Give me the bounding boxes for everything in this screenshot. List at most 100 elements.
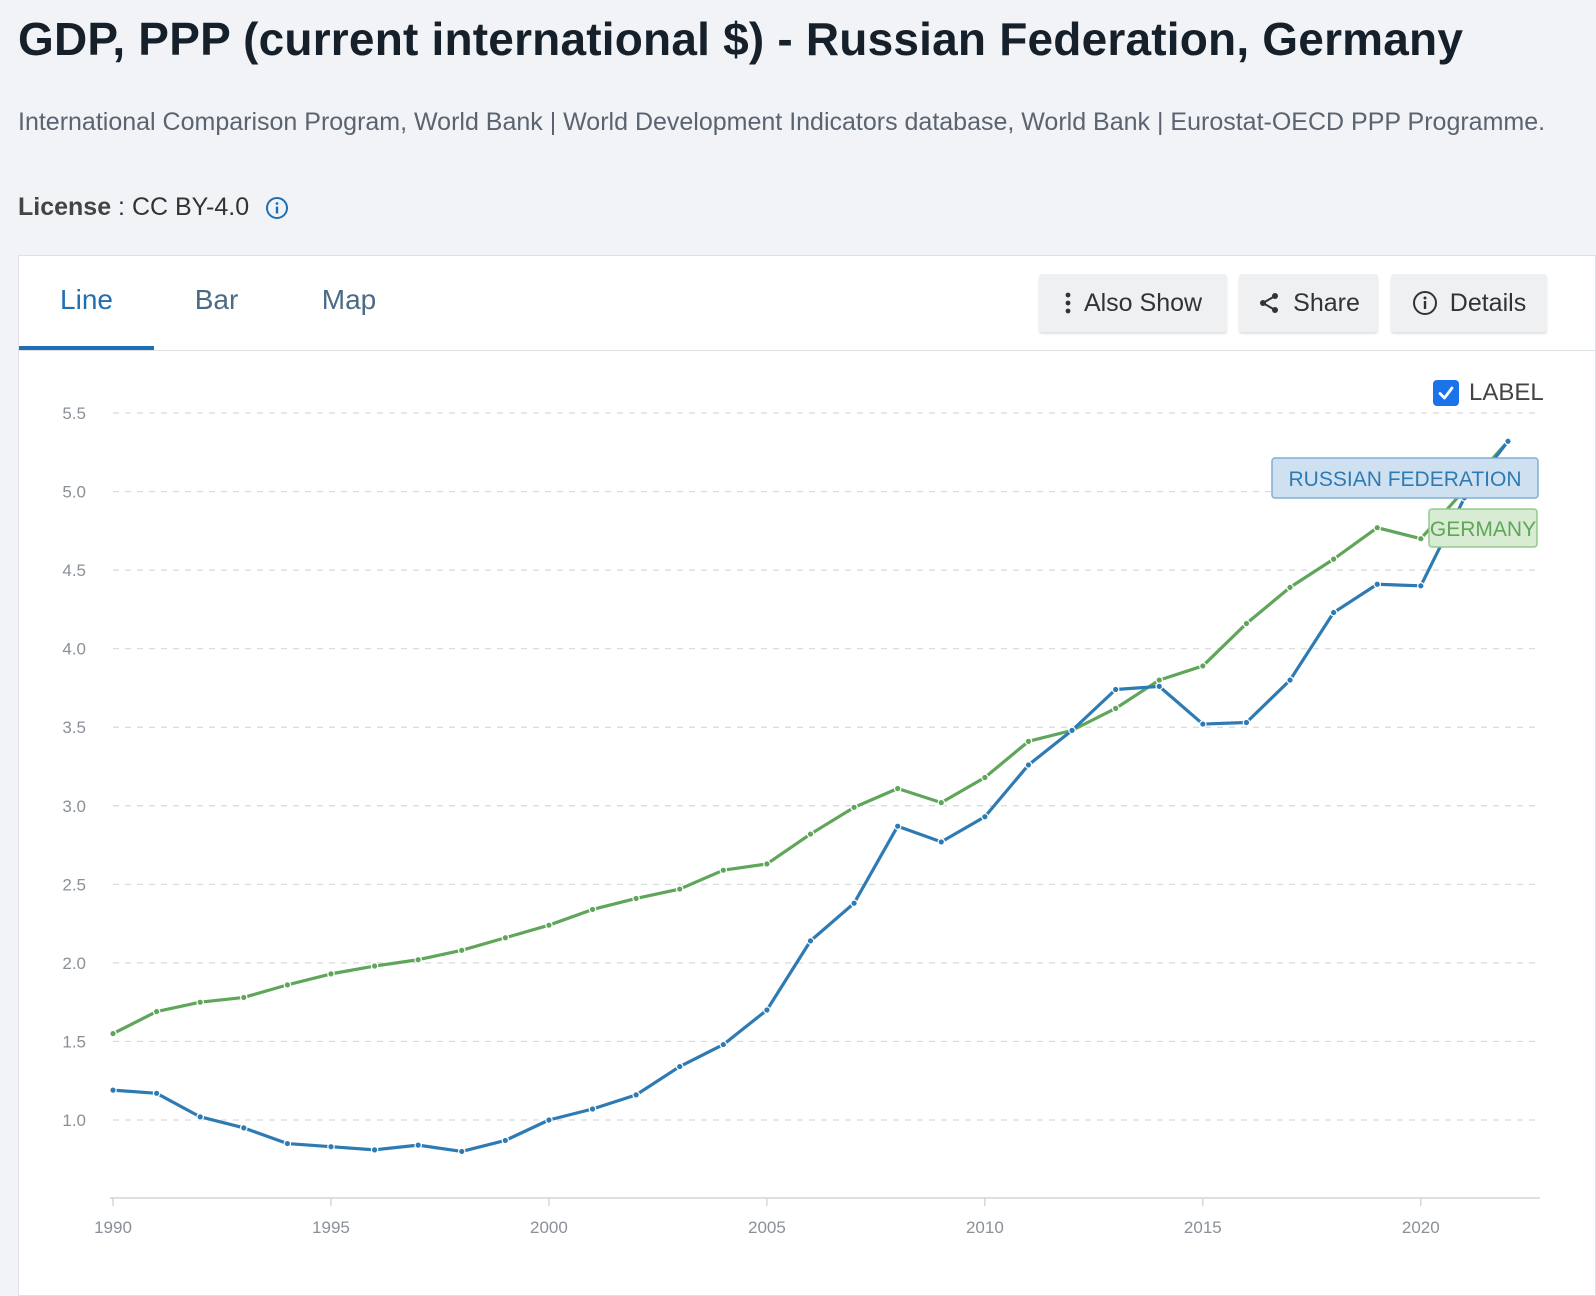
data-point[interactable] — [109, 1029, 117, 1038]
chart-panel: Line Bar Map Also Show Share Details — [18, 255, 1596, 1296]
data-point[interactable] — [1024, 761, 1033, 769]
data-point[interactable] — [1329, 555, 1338, 563]
data-point[interactable] — [675, 885, 684, 893]
data-point[interactable] — [806, 830, 815, 838]
data-point[interactable] — [1242, 718, 1251, 727]
share-button[interactable]: Share — [1239, 274, 1378, 332]
data-point[interactable] — [981, 812, 989, 821]
data-point[interactable] — [1286, 676, 1294, 684]
license-label: License — [18, 193, 112, 221]
data-point[interactable] — [545, 921, 553, 929]
data-point[interactable] — [1199, 720, 1207, 728]
data-point[interactable] — [501, 933, 510, 942]
info-icon[interactable] — [265, 196, 289, 220]
details-label: Details — [1449, 288, 1527, 317]
page-title: GDP, PPP (current international $) - Rus… — [18, 13, 1464, 65]
data-point[interactable] — [1286, 583, 1294, 592]
tab-bar: Line Bar Map Also Show Share Details — [19, 256, 1595, 351]
data-point[interactable] — [763, 860, 771, 868]
data-point[interactable] — [719, 866, 728, 874]
data-point[interactable] — [1504, 437, 1512, 446]
data-point[interactable] — [196, 1113, 204, 1121]
data-point[interactable] — [283, 981, 292, 989]
data-point[interactable] — [981, 773, 989, 782]
x-tick-label: 1995 — [312, 1218, 350, 1237]
data-point[interactable] — [893, 784, 902, 793]
data-point[interactable] — [763, 1006, 771, 1014]
info-circle-icon — [1412, 291, 1437, 315]
data-point[interactable] — [675, 1062, 684, 1071]
series-label-box — [1428, 508, 1538, 548]
data-point[interactable] — [1373, 523, 1382, 532]
share-label: Share — [1293, 288, 1360, 317]
data-point[interactable] — [501, 1136, 510, 1145]
license-separator: : — [111, 193, 132, 221]
series-line-russian-federation — [112, 440, 1510, 1154]
data-point[interactable] — [370, 962, 379, 970]
data-point[interactable] — [109, 1086, 117, 1094]
y-tick-label: 1.0 — [62, 1111, 86, 1130]
y-tick-label: 3.0 — [62, 797, 86, 816]
x-tick-label: 2005 — [748, 1218, 786, 1237]
data-point[interactable] — [1242, 619, 1251, 628]
data-point[interactable] — [1373, 580, 1382, 589]
license-row: License : CC BY-4.0 — [18, 193, 289, 222]
data-point[interactable] — [1199, 662, 1207, 670]
data-point[interactable] — [806, 937, 815, 945]
data-point[interactable] — [588, 1105, 597, 1113]
data-point[interactable] — [1111, 704, 1120, 713]
data-point[interactable] — [937, 838, 946, 846]
data-point[interactable] — [545, 1116, 553, 1124]
data-point[interactable] — [327, 1142, 335, 1151]
data-point[interactable] — [370, 1146, 379, 1154]
also-show-label: Also Show — [1083, 288, 1203, 317]
data-point[interactable] — [632, 894, 640, 903]
series-label-box — [1271, 457, 1539, 499]
label-checkbox[interactable] — [1433, 380, 1459, 406]
data-point[interactable] — [1111, 685, 1120, 694]
y-tick-label: 5.0 — [62, 483, 86, 502]
data-point[interactable] — [239, 993, 248, 1002]
data-point[interactable] — [893, 822, 902, 831]
y-tick-label: 1.5 — [62, 1032, 86, 1051]
y-tick-label: 4.5 — [62, 561, 86, 580]
data-point[interactable] — [327, 970, 335, 978]
data-point[interactable] — [719, 1040, 728, 1049]
data-point[interactable] — [850, 803, 858, 812]
data-point[interactable] — [414, 955, 422, 964]
also-show-button[interactable]: Also Show — [1039, 274, 1227, 332]
y-tick-label: 5.5 — [62, 404, 86, 423]
data-point[interactable] — [850, 899, 858, 907]
x-tick-label: 2000 — [530, 1218, 568, 1237]
data-point[interactable] — [152, 1007, 161, 1016]
x-tick-label: 2010 — [966, 1218, 1004, 1237]
series-label: GERMANY — [1430, 518, 1536, 541]
y-tick-label: 3.5 — [62, 718, 86, 737]
check-icon — [1438, 386, 1454, 400]
details-button[interactable]: Details — [1391, 274, 1547, 332]
data-point[interactable] — [1417, 534, 1425, 543]
data-point[interactable] — [1329, 608, 1338, 617]
data-point[interactable] — [239, 1124, 248, 1132]
data-point[interactable] — [283, 1139, 292, 1148]
x-tick-label: 2020 — [1402, 1218, 1440, 1237]
data-point[interactable] — [152, 1089, 161, 1098]
tab-line[interactable]: Line — [19, 256, 154, 350]
data-point[interactable] — [937, 798, 946, 807]
data-point[interactable] — [1068, 726, 1076, 735]
tab-map[interactable]: Map — [321, 284, 377, 315]
tab-bar-chart[interactable]: Bar — [194, 284, 239, 315]
series-line-germany — [112, 440, 1510, 1036]
data-point[interactable] — [1024, 737, 1033, 746]
label-toggle[interactable]: LABEL — [1433, 379, 1544, 407]
data-point[interactable] — [632, 1091, 640, 1099]
data-point[interactable] — [414, 1141, 422, 1149]
data-point[interactable] — [457, 946, 466, 955]
data-point[interactable] — [457, 1147, 466, 1156]
data-point[interactable] — [588, 905, 597, 914]
data-point[interactable] — [1155, 682, 1164, 691]
data-point[interactable] — [1417, 582, 1425, 590]
data-point[interactable] — [196, 998, 204, 1006]
data-point[interactable] — [1155, 676, 1164, 684]
